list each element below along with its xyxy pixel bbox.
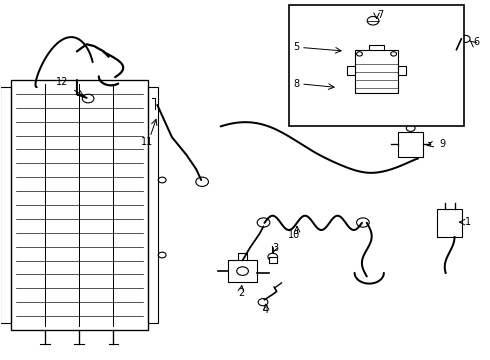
Text: 6: 6 <box>473 37 479 48</box>
Text: 11: 11 <box>142 137 154 147</box>
Bar <box>269 257 277 263</box>
Text: 7: 7 <box>377 10 383 20</box>
Bar <box>0 87 11 323</box>
Bar <box>147 87 158 323</box>
Text: 4: 4 <box>263 305 269 315</box>
Text: 2: 2 <box>238 288 244 298</box>
Bar <box>355 50 398 93</box>
Text: 12: 12 <box>56 77 69 87</box>
Text: 1: 1 <box>465 217 471 227</box>
Bar <box>347 66 355 75</box>
Text: 3: 3 <box>272 243 279 253</box>
Bar <box>438 208 462 237</box>
Text: 5: 5 <box>293 42 299 53</box>
Bar <box>398 132 423 157</box>
Bar <box>228 260 257 282</box>
Bar <box>398 66 406 75</box>
Text: 8: 8 <box>293 79 299 89</box>
Text: 9: 9 <box>439 139 445 149</box>
Text: 10: 10 <box>288 230 300 240</box>
Bar <box>11 80 147 330</box>
Bar <box>289 5 464 126</box>
